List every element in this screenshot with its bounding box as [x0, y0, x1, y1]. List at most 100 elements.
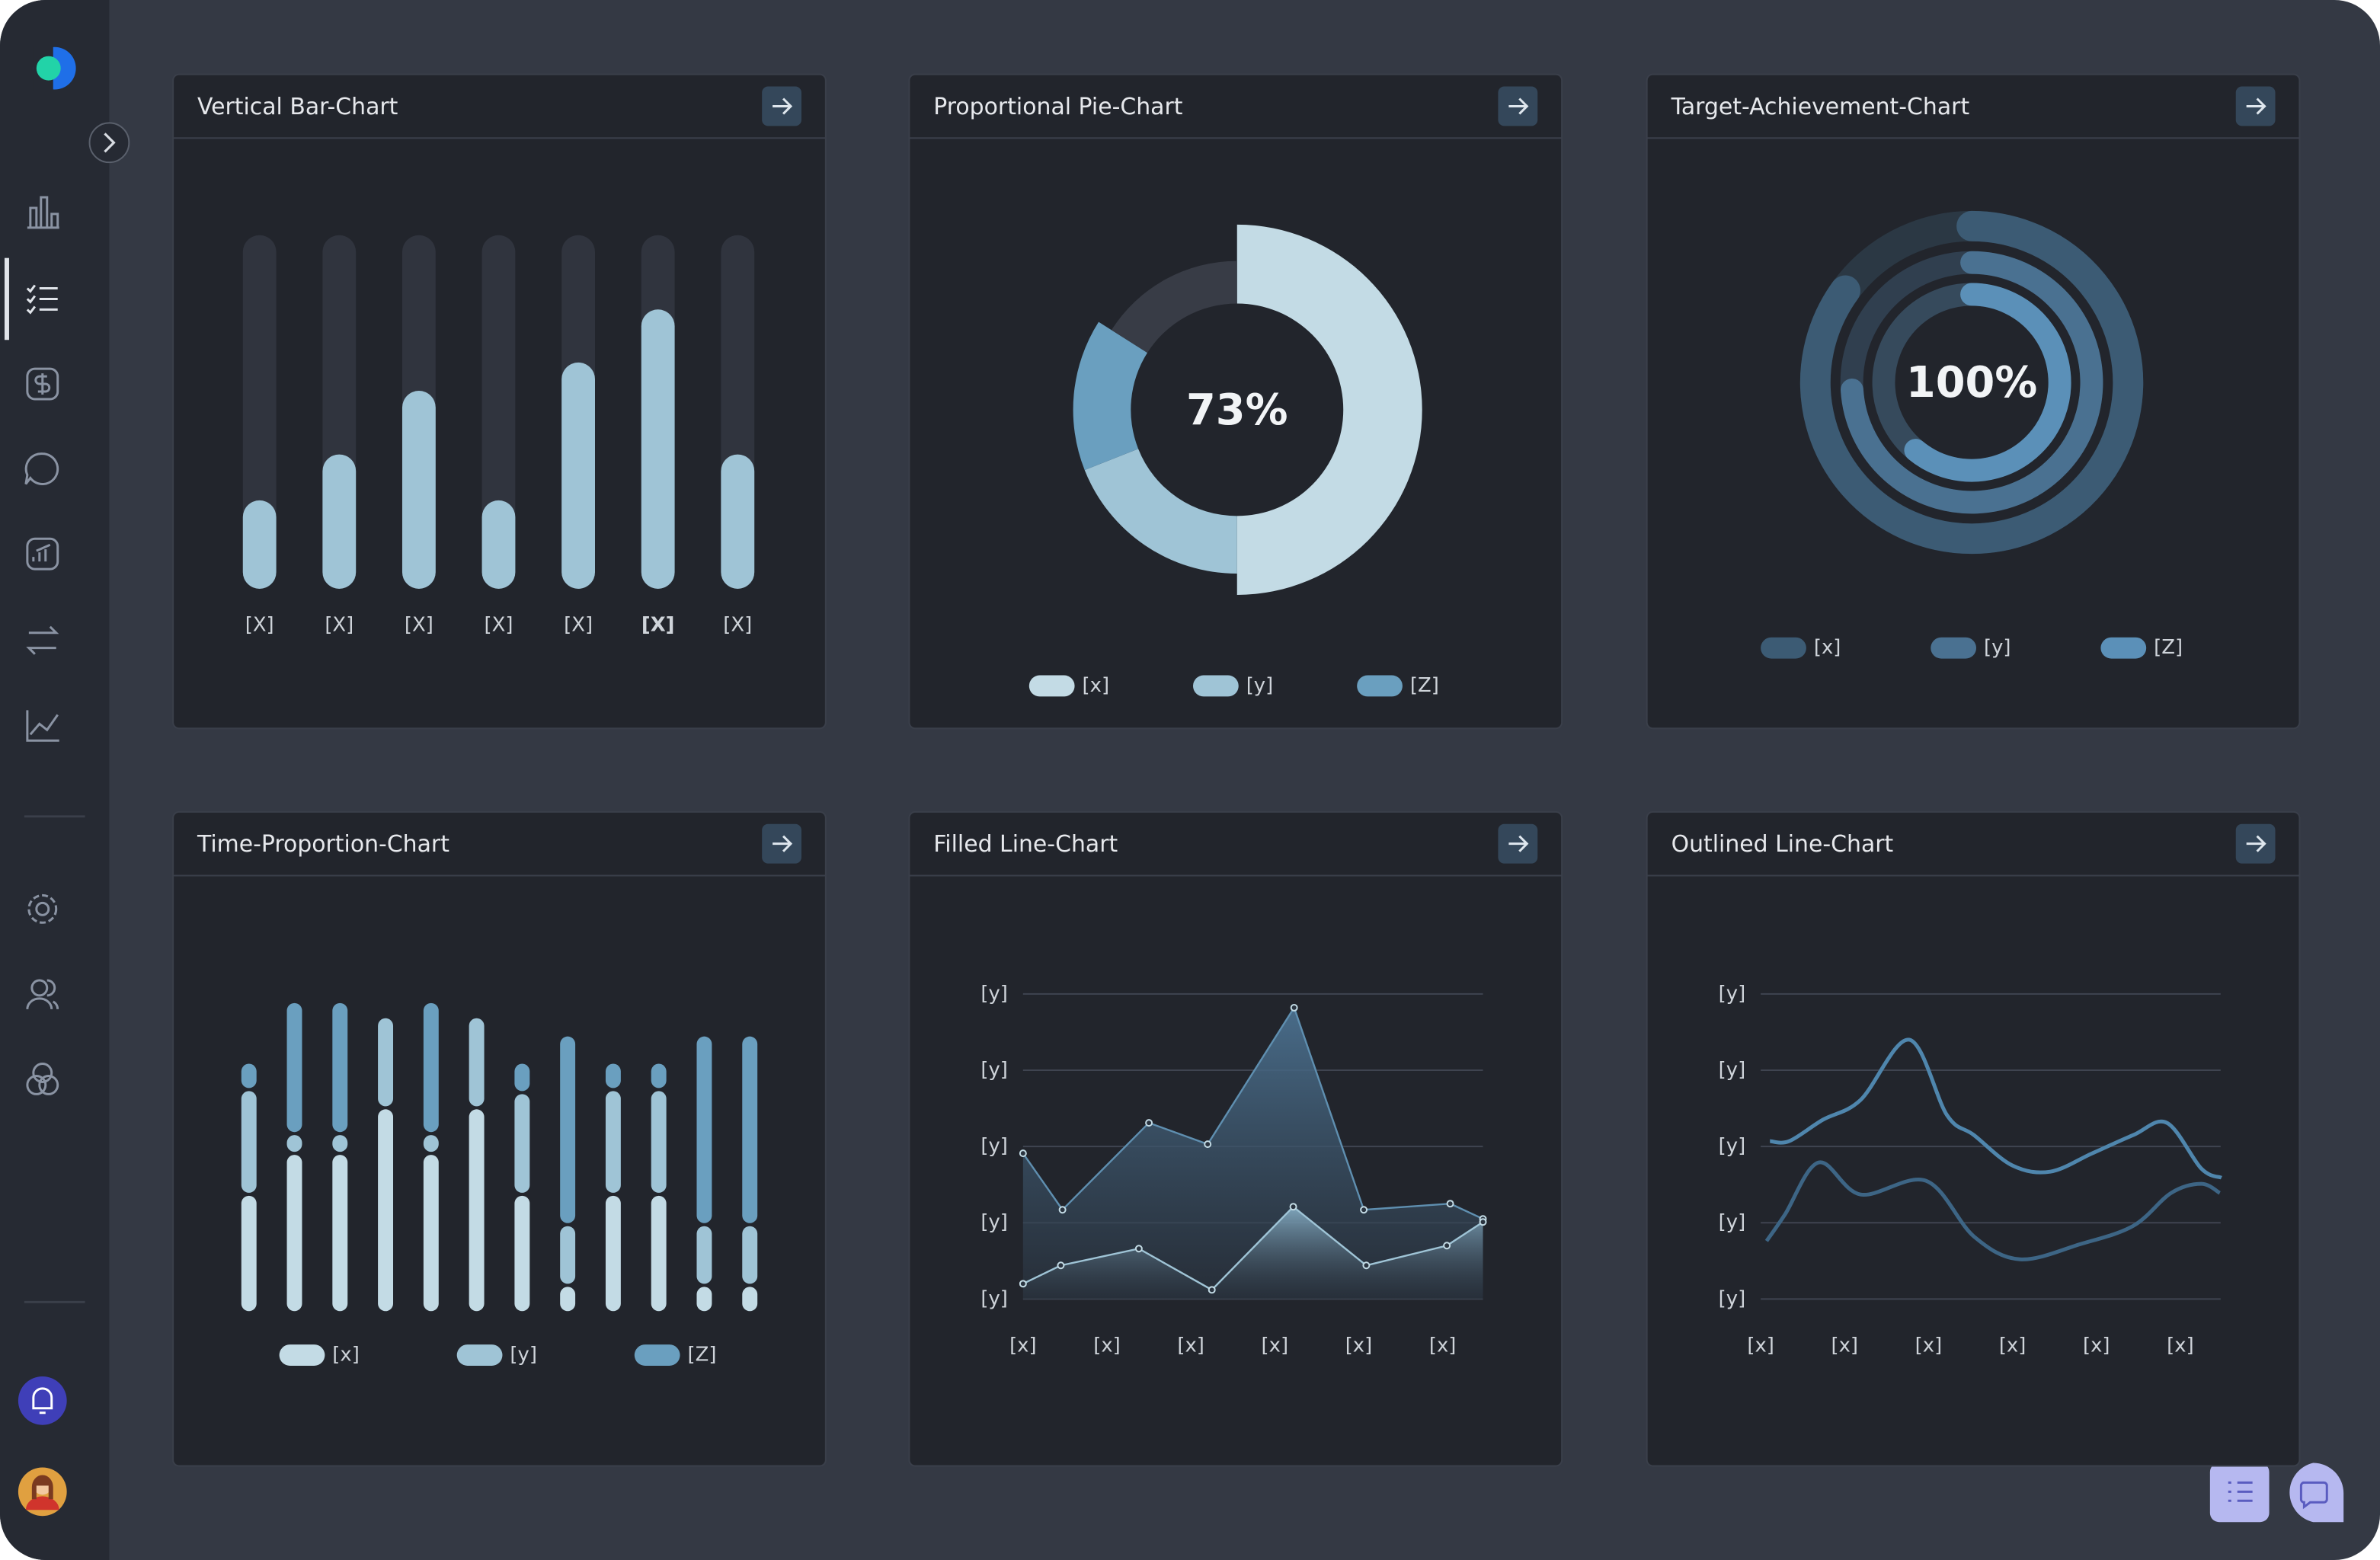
nav-chat[interactable] — [24, 452, 59, 486]
collapse-button[interactable] — [88, 122, 130, 164]
bar-segment — [241, 1063, 257, 1088]
data-point — [1145, 1119, 1153, 1127]
card-title: Time-Proportion-Chart — [197, 831, 449, 858]
x-tick-label: [x] — [1999, 1335, 2027, 1357]
data-point — [1058, 1206, 1067, 1214]
bar-segment — [605, 1063, 621, 1088]
logo — [33, 45, 76, 91]
legend-swatch — [1192, 675, 1239, 697]
open-button[interactable] — [1498, 823, 1538, 864]
data-point — [1290, 1003, 1298, 1012]
nav-list[interactable] — [26, 284, 58, 315]
nav-users[interactable] — [26, 979, 59, 1010]
y-tick-label: [y] — [1719, 1059, 1746, 1082]
bar-segment — [332, 1135, 348, 1152]
nav-billing[interactable] — [26, 367, 59, 401]
line — [1769, 1037, 2222, 1180]
data-point — [1057, 1261, 1065, 1270]
bar-segment — [423, 1002, 439, 1133]
legend-swatch — [2100, 637, 2147, 659]
legend-label: [y] — [1984, 636, 2011, 659]
bar-track — [481, 235, 516, 589]
data-point — [1208, 1286, 1216, 1294]
bar — [721, 454, 755, 589]
bar-segment — [560, 1226, 576, 1284]
data-point — [1019, 1149, 1027, 1158]
bar-segment — [241, 1195, 257, 1312]
bar-segment — [651, 1091, 667, 1193]
x-tick-label: [x] — [1915, 1335, 1943, 1357]
x-tick-label: [X] — [405, 613, 433, 636]
x-tick-label: [X] — [641, 613, 675, 636]
x-tick-label: [x] — [1345, 1335, 1373, 1357]
chat-button[interactable] — [2289, 1462, 2344, 1523]
bar-segment — [560, 1036, 576, 1223]
cards: Vertical Bar-Chart [X] [X] [X] [X] [X] [X] [X] P… — [172, 73, 2301, 1467]
x-tick-label: [x] — [2083, 1335, 2110, 1357]
nav-groups[interactable] — [26, 1063, 59, 1095]
nav-active-indicator — [4, 257, 9, 340]
bar-segment — [696, 1036, 712, 1223]
legend-swatch — [634, 1344, 680, 1366]
ring-arc — [1841, 251, 2103, 514]
ring-arc — [1799, 210, 2144, 555]
bar-track — [242, 235, 277, 589]
bar-segment — [560, 1287, 576, 1312]
legend-swatch — [1357, 675, 1403, 697]
bar — [401, 391, 436, 589]
card — [1646, 810, 2301, 1467]
open-button[interactable] — [2235, 86, 2276, 126]
y-tick-label: [y] — [1719, 1135, 1746, 1158]
tasks-button[interactable] — [2209, 1462, 2270, 1523]
user-avatar[interactable] — [18, 1467, 67, 1517]
nav-trends[interactable] — [26, 710, 59, 742]
open-button-icon — [773, 98, 793, 115]
x-tick-label: [x] — [1429, 1335, 1457, 1357]
data-point — [1479, 1218, 1487, 1226]
legend-label: [x] — [332, 1344, 360, 1367]
nav-settings[interactable] — [27, 893, 58, 924]
bar-segment — [286, 1002, 302, 1133]
card — [172, 810, 827, 1467]
nav-transfers[interactable] — [26, 625, 59, 655]
legend-label: [x] — [1083, 674, 1110, 697]
legend-swatch — [1761, 637, 1806, 659]
area-fill — [1022, 1207, 1483, 1299]
bar-segment — [423, 1135, 439, 1152]
bar — [242, 500, 277, 589]
data-point — [1362, 1261, 1371, 1270]
y-tick-label: [y] — [1719, 982, 1746, 1005]
open-button-icon — [1508, 835, 1529, 852]
open-button[interactable] — [762, 823, 801, 864]
area-line — [1022, 1005, 1484, 1220]
notifications-button[interactable] — [18, 1376, 67, 1425]
legend-swatch — [1028, 675, 1075, 697]
bar-segment — [514, 1063, 530, 1092]
bar — [481, 500, 516, 589]
legend-swatch — [279, 1344, 325, 1366]
y-tick-label: [y] — [980, 1135, 1008, 1158]
bar-segment — [696, 1287, 712, 1312]
y-tick-label: [y] — [1719, 1211, 1746, 1234]
open-button-icon — [773, 835, 793, 852]
data-point — [1443, 1242, 1451, 1250]
legend-swatch — [456, 1344, 503, 1366]
x-tick-label: [X] — [325, 613, 353, 636]
x-tick-label: [X] — [564, 613, 593, 636]
center-label: 100% — [1906, 358, 2037, 408]
x-tick-label: [X] — [245, 613, 274, 636]
nav-reports[interactable] — [26, 537, 59, 571]
bar — [641, 309, 675, 589]
open-button[interactable] — [762, 86, 801, 126]
bar — [322, 454, 357, 589]
bar-segment — [514, 1195, 530, 1312]
open-button[interactable] — [2235, 823, 2276, 864]
nav-charts[interactable] — [27, 196, 59, 229]
card-title: Proportional Pie-Chart — [933, 94, 1182, 120]
bar-segment — [286, 1135, 302, 1152]
sidebar — [0, 0, 110, 1560]
card-title: Filled Line-Chart — [933, 831, 1118, 858]
open-button[interactable] — [1498, 86, 1538, 126]
